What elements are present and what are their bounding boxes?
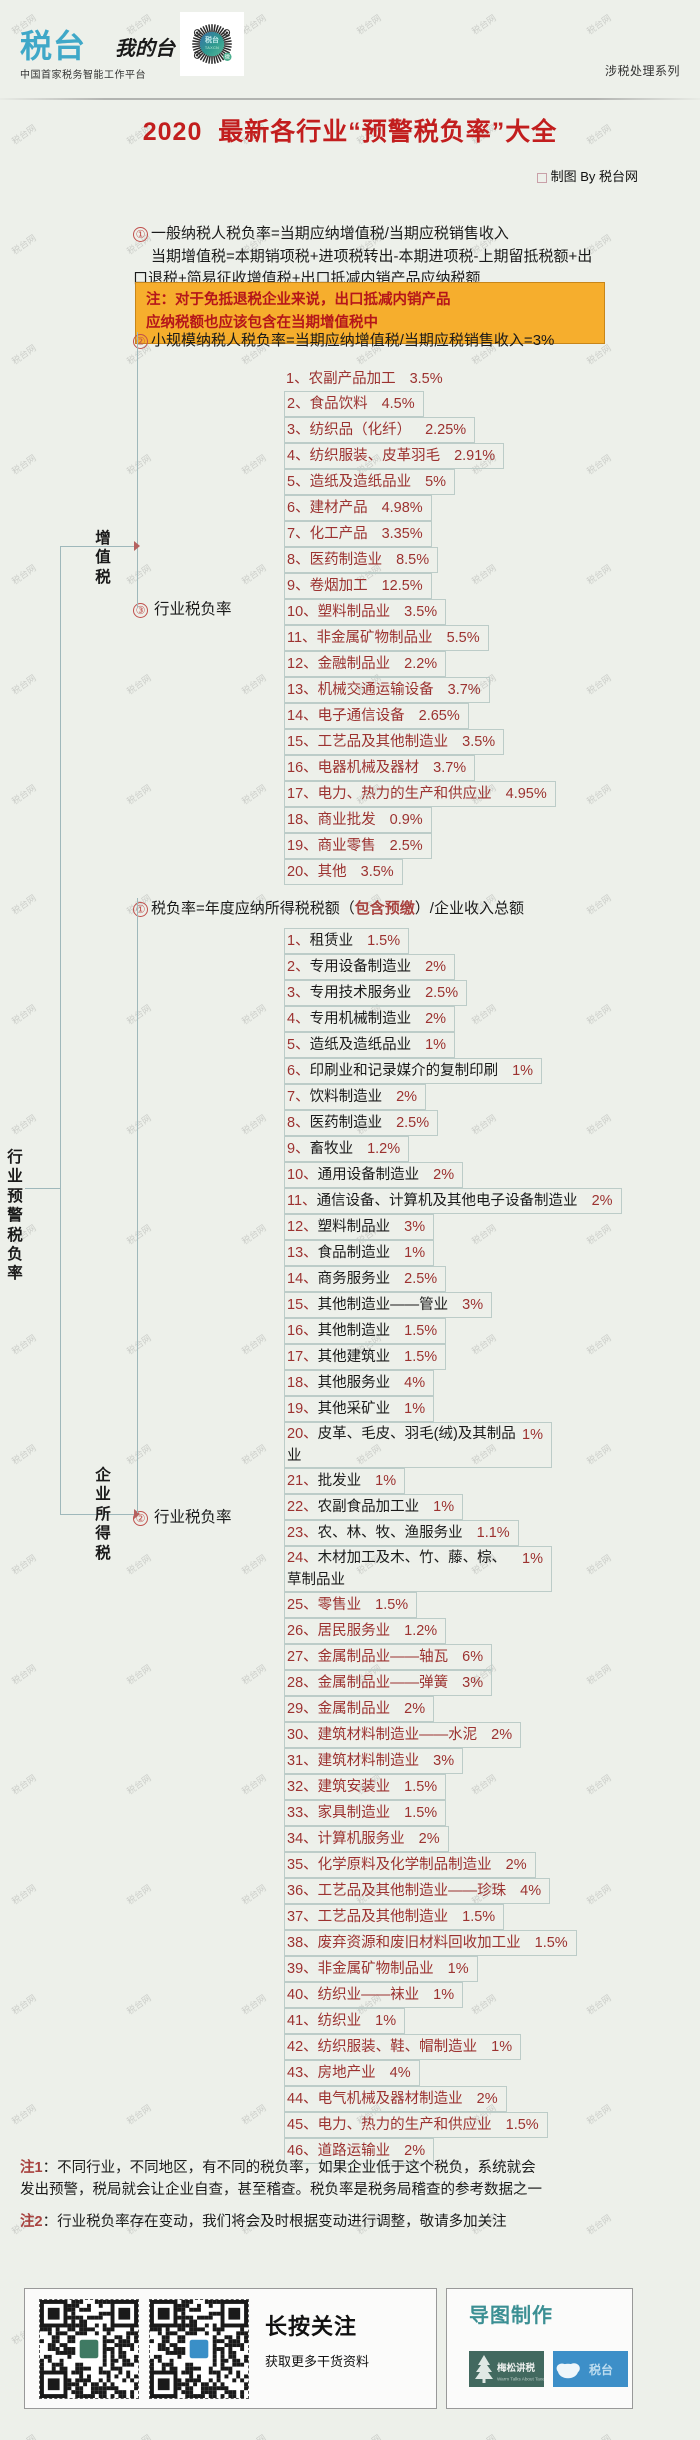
svg-text:微: 微 <box>225 54 230 61</box>
svg-text:梅松讲税: 梅松讲税 <box>497 2362 536 2374</box>
svg-text:TAXCN: TAXCN <box>205 46 219 50</box>
svg-text:Warm Talks About Taxes: Warm Talks About Taxes <box>497 2377 544 2382</box>
svg-text:税台: 税台 <box>589 2362 613 2377</box>
